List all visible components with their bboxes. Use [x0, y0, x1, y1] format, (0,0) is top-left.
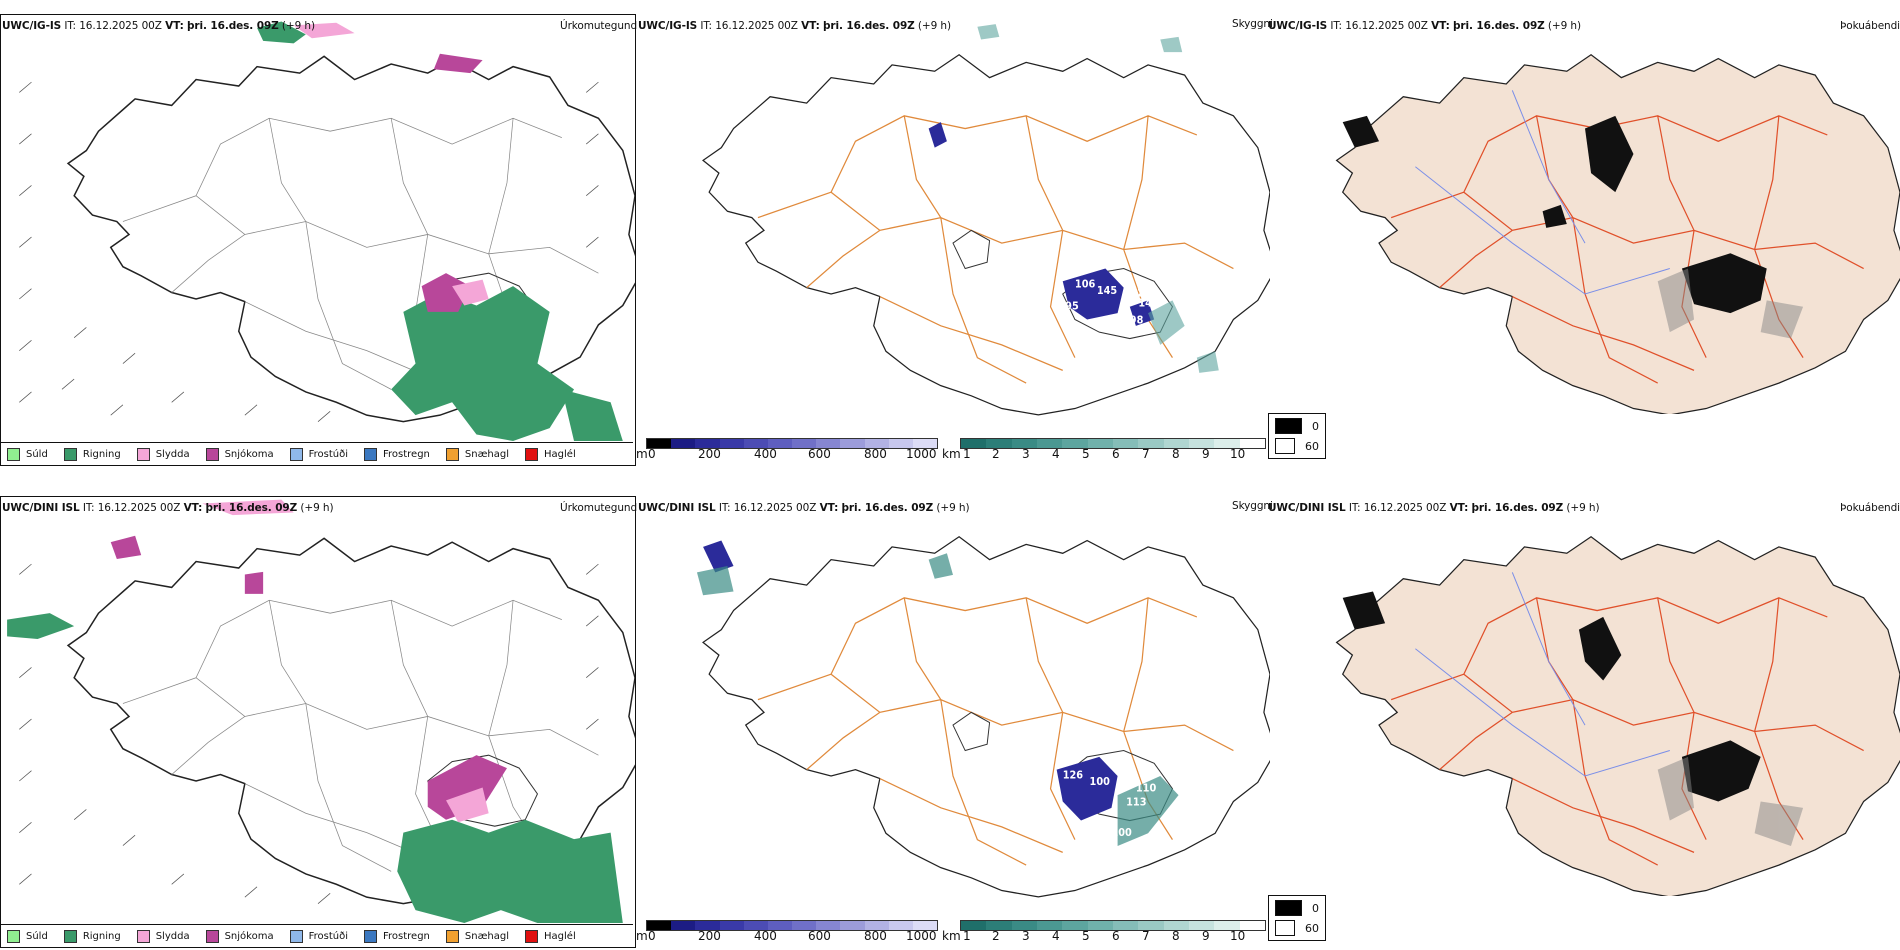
height-label: 110: [1136, 783, 1156, 794]
legend-item: Frostregn: [364, 447, 430, 461]
legend-item: Súld: [7, 929, 48, 943]
legend-item: Haglél: [525, 929, 576, 943]
legend-item: Snjókoma: [205, 447, 274, 461]
height-colorbar-row1: m 0 200 400 600 800 1000: [636, 438, 938, 464]
vis-title-row1: Skyggni: [1232, 18, 1273, 30]
height-label: 140: [1138, 299, 1158, 310]
height-label: 106: [1075, 279, 1095, 290]
vis-title-row2: Skyggni: [1232, 500, 1273, 512]
vis-map-row1: 106 145 95 112 140 98 102: [702, 24, 1270, 416]
height-label: 126: [1063, 770, 1083, 781]
precip-map-row1: [19, 21, 635, 441]
fog-light: [1657, 756, 1804, 846]
height-label: 98: [1130, 315, 1144, 326]
precip-legend-row2: Súld Rigning Slydda Snjókoma Frostúði Fr…: [1, 924, 633, 947]
legend-item: Frostúði: [289, 447, 348, 461]
fog-legend-item: 0: [1275, 900, 1319, 916]
height-label: 145: [1097, 286, 1117, 297]
fog-title-row1: Þokuábendi: [1840, 20, 1900, 32]
legend-item: Slydda: [136, 929, 190, 943]
wind-barbs: [19, 81, 599, 422]
precip-title-row1: Úrkomutegund: [560, 20, 638, 32]
legend-item: Rigning: [63, 929, 121, 943]
precip-rain-areas: [7, 613, 623, 923]
precip-snow-areas: [421, 53, 483, 312]
precip-title-row2: Úrkomutegund: [560, 502, 638, 514]
fog-map-row2: [1335, 536, 1900, 896]
legend-item: Slydda: [136, 447, 190, 461]
vis-header-row1: UWC/IG-IS IT: 16.12.2025 00Z VT: þri. 16…: [638, 20, 951, 32]
low-cloud-cells: [703, 540, 1118, 821]
fog-areas: [1342, 115, 1767, 314]
fog-legend-item: 60: [1275, 438, 1319, 454]
vis-haze: [977, 24, 1219, 373]
height-label: 100: [1090, 777, 1110, 788]
fog-header-row1: UWC/IG-IS IT: 16.12.2025 00Z VT: þri. 16…: [1268, 20, 1581, 32]
vis-map-row2: 126 100 110 113 100: [696, 536, 1270, 898]
fog-legend-row1: 0 60: [1268, 413, 1326, 459]
vis-header-row2: UWC/DINI ISL IT: 16.12.2025 00Z VT: þri.…: [638, 502, 970, 514]
height-label: 100: [1112, 828, 1132, 839]
precip-sleet-areas: [293, 22, 489, 306]
fog-light: [1657, 268, 1804, 339]
vis-colorbar-row2: km 1 2 3 4 5 6 7 8 9 10: [942, 920, 1266, 946]
legend-item: Súld: [7, 447, 48, 461]
fog-panel-row1: [1270, 14, 1900, 414]
low-cloud-cells: [928, 122, 1155, 326]
fog-areas: [1342, 591, 1761, 802]
height-labels-row2: 126 100 110 113 100: [1063, 770, 1157, 839]
height-label: 113: [1126, 797, 1146, 808]
wind-barbs: [19, 563, 599, 904]
legend-item: Snæhagl: [445, 447, 509, 461]
precip-header-row1: UWC/IG-IS IT: 16.12.2025 00Z VT: þri. 16…: [2, 20, 315, 32]
height-label: 95: [1065, 301, 1079, 312]
height-label: 102: [1075, 349, 1095, 360]
vis-panel-row1: 106 145 95 112 140 98 102: [636, 14, 1270, 464]
fog-legend-row2: 0 60: [1268, 895, 1326, 941]
precip-rain-areas: [257, 21, 623, 441]
height-labels-row1: 106 145 95 112 140 98 102: [1065, 279, 1159, 360]
legend-item: Frostregn: [364, 929, 430, 943]
legend-item: Snjókoma: [205, 929, 274, 943]
legend-item: Frostúði: [289, 929, 348, 943]
legend-item: Haglél: [525, 447, 576, 461]
height-label: 112: [1124, 288, 1144, 299]
precip-panel-row1: Súld Rigning Slydda Snjókoma Frostúði Fr…: [0, 14, 636, 466]
fog-title-row2: Þokuábendi: [1840, 502, 1900, 514]
fog-panel-row2: [1270, 496, 1900, 896]
legend-item: Snæhagl: [445, 929, 509, 943]
precip-sleet-areas: [202, 499, 489, 823]
fog-legend-item: 60: [1275, 920, 1319, 936]
precip-snow-areas: [110, 535, 507, 820]
fog-header-row2: UWC/DINI ISL IT: 16.12.2025 00Z VT: þri.…: [1268, 502, 1600, 514]
vis-haze: [696, 553, 1179, 846]
fog-legend-item: 0: [1275, 418, 1319, 434]
fog-map-row1: [1335, 54, 1900, 414]
vis-panel-row2: 126 100 110 113 100: [636, 496, 1270, 946]
precip-header-row2: UWC/DINI ISL IT: 16.12.2025 00Z VT: þri.…: [2, 502, 334, 514]
precip-panel-row2: Súld Rigning Slydda Snjókoma Frostúði Fr…: [0, 496, 636, 948]
precip-map-row2: [7, 499, 635, 923]
legend-item: Rigning: [63, 447, 121, 461]
vis-colorbar-row1: km 1 2 3 4 5 6 7 8 9 10: [942, 438, 1266, 464]
precip-legend-row1: Súld Rigning Slydda Snjókoma Frostúði Fr…: [1, 442, 633, 465]
height-colorbar-row2: m 0 200 400 600 800 1000: [636, 920, 938, 946]
